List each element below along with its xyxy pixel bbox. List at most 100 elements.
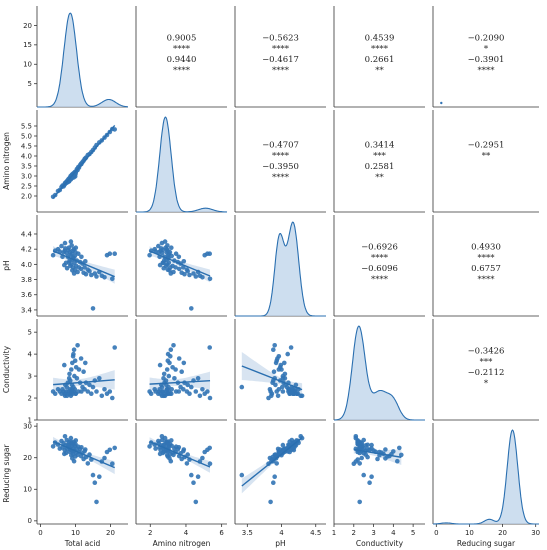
scatter-point [168, 347, 174, 353]
scatter-point [367, 480, 372, 486]
scatter-point [94, 499, 99, 505]
scatter-point [357, 499, 363, 505]
correlation-text-0-1: 0.9005****0.9440**** [167, 34, 197, 77]
scatter-point [147, 252, 152, 258]
panel-4-2 [234, 423, 326, 525]
scatter-point [159, 434, 165, 439]
scatter-point [81, 369, 86, 375]
y-tick-label: 20 [23, 454, 32, 462]
correlation-coefficient: −0.3950 [262, 162, 299, 172]
scatter-point [266, 395, 271, 401]
scatter-point [280, 442, 286, 448]
regression-line-2-1 [149, 250, 211, 277]
correlation-coefficient: −0.4617 [262, 55, 299, 65]
scatter-point [69, 440, 74, 446]
scatter-point [71, 271, 77, 276]
y-tick-label: 4.4 [21, 230, 33, 238]
scatter-point [193, 389, 199, 394]
scatter-point [298, 393, 304, 399]
scatter-point [83, 259, 88, 264]
scatter-point [272, 474, 278, 480]
scatter-point [205, 389, 210, 394]
scatter-point [365, 442, 370, 448]
x-tick-label: 3 [371, 529, 375, 537]
scatter-point [52, 391, 58, 397]
correlation-coefficient: −0.2112 [468, 368, 505, 378]
scatter-point [173, 251, 179, 256]
scatter-point [68, 239, 74, 244]
scatter-point [99, 393, 105, 399]
scatter-point [164, 246, 170, 252]
scatter-point [157, 451, 163, 457]
scatter-point [66, 260, 72, 266]
x-tick-label: 3.5 [242, 529, 253, 537]
significance-stars: **** [173, 66, 191, 76]
scatter-point [280, 389, 286, 394]
panel-2-0 [36, 215, 128, 317]
y-tick-label: 5.0 [21, 132, 32, 140]
x-tick-label: 2 [148, 529, 152, 537]
x-tick-label: 4 [279, 529, 284, 537]
scatter-point [68, 435, 74, 441]
scatter-point [274, 461, 280, 466]
scatter-point [89, 272, 94, 278]
correlation-coefficient: 0.6757 [471, 264, 501, 274]
x-axis-label-total_acid: Total acid [64, 539, 101, 548]
scatter-point [87, 382, 92, 388]
scatter-point [71, 458, 77, 464]
scatter-point [184, 461, 190, 466]
scatter-point [369, 446, 374, 451]
scatter-point [97, 474, 102, 480]
scatter-point [171, 269, 176, 275]
significance-stars: **** [478, 275, 496, 285]
correlation-text-0-2: −0.5623****−0.4617**** [262, 34, 299, 77]
scatter-point [280, 376, 286, 381]
scatter-point [271, 369, 277, 375]
scatter-point [90, 472, 96, 478]
x-tick-label: 4 [391, 529, 396, 537]
y-tick-label: 3.4 [21, 306, 33, 314]
regression-line-4-2 [241, 437, 303, 487]
significance-stars: ** [375, 66, 384, 76]
correlation-coefficient: 0.2581 [365, 162, 395, 172]
scatter-point [383, 447, 388, 452]
scatter-point [267, 387, 273, 392]
panel-3-0 [36, 319, 128, 421]
panel-1-4 [432, 110, 539, 213]
kde-line-conductivity [333, 325, 425, 421]
x-tick-label: 1 [332, 529, 336, 537]
scatter-point [102, 455, 107, 461]
regression-line-2-0 [52, 250, 115, 278]
y-tick-label: 15 [23, 41, 32, 49]
scatter-point [181, 447, 187, 452]
panel-1-1 [135, 110, 227, 213]
scatter-point [169, 253, 174, 259]
scatter-point [165, 267, 171, 273]
significance-stars: * [484, 379, 489, 389]
scatter-point [272, 343, 278, 348]
scatter-point [200, 275, 205, 280]
scatter-point [395, 458, 400, 464]
scatter-point [165, 358, 171, 364]
panel-0-1 [135, 6, 227, 108]
y-tick-label: 20 [23, 22, 32, 30]
panel-1-3 [333, 110, 425, 213]
correlation-coefficient: 0.4539 [365, 34, 395, 44]
scatter-point [369, 442, 374, 448]
scatter-point [110, 461, 115, 467]
scatter-point [169, 438, 174, 443]
scatter-point [166, 260, 172, 266]
scatter-point [75, 269, 80, 275]
x-tick-label: 30 [531, 529, 540, 537]
scatter-point [78, 266, 84, 272]
x-tick-label: 4.5 [310, 529, 321, 537]
x-tick-label: 10 [71, 529, 80, 537]
scatter-point [62, 362, 67, 368]
correlation-coefficient: −0.2090 [468, 34, 505, 44]
x-axis-label-amino_nitrogen: Amino nitrogen [153, 539, 211, 548]
kde-fill-reducing_sugar [433, 430, 539, 524]
scatter-point [159, 393, 165, 399]
scatter-point [157, 262, 163, 268]
scatter-point [153, 446, 158, 451]
scatter-point [200, 455, 205, 461]
